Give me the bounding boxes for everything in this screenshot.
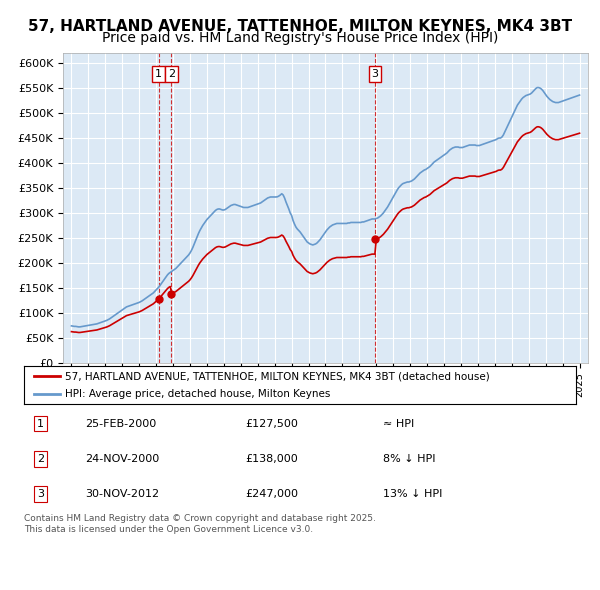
Text: £247,000: £247,000	[245, 489, 298, 499]
Text: HPI: Average price, detached house, Milton Keynes: HPI: Average price, detached house, Milt…	[65, 389, 331, 399]
Text: 2: 2	[37, 454, 44, 464]
Text: 1: 1	[37, 418, 44, 428]
Text: Price paid vs. HM Land Registry's House Price Index (HPI): Price paid vs. HM Land Registry's House …	[102, 31, 498, 45]
Text: 3: 3	[371, 69, 379, 79]
Text: 57, HARTLAND AVENUE, TATTENHOE, MILTON KEYNES, MK4 3BT (detached house): 57, HARTLAND AVENUE, TATTENHOE, MILTON K…	[65, 371, 490, 381]
Text: 3: 3	[37, 489, 44, 499]
Text: 57, HARTLAND AVENUE, TATTENHOE, MILTON KEYNES, MK4 3BT: 57, HARTLAND AVENUE, TATTENHOE, MILTON K…	[28, 19, 572, 34]
Text: 24-NOV-2000: 24-NOV-2000	[85, 454, 159, 464]
Text: Contains HM Land Registry data © Crown copyright and database right 2025.
This d: Contains HM Land Registry data © Crown c…	[24, 514, 376, 534]
Text: 2: 2	[168, 69, 175, 79]
Text: 25-FEB-2000: 25-FEB-2000	[85, 418, 156, 428]
Text: £127,500: £127,500	[245, 418, 298, 428]
Text: 13% ↓ HPI: 13% ↓ HPI	[383, 489, 442, 499]
Text: 8% ↓ HPI: 8% ↓ HPI	[383, 454, 436, 464]
Text: ≈ HPI: ≈ HPI	[383, 418, 414, 428]
Text: £138,000: £138,000	[245, 454, 298, 464]
Text: 1: 1	[155, 69, 162, 79]
Text: 30-NOV-2012: 30-NOV-2012	[85, 489, 159, 499]
